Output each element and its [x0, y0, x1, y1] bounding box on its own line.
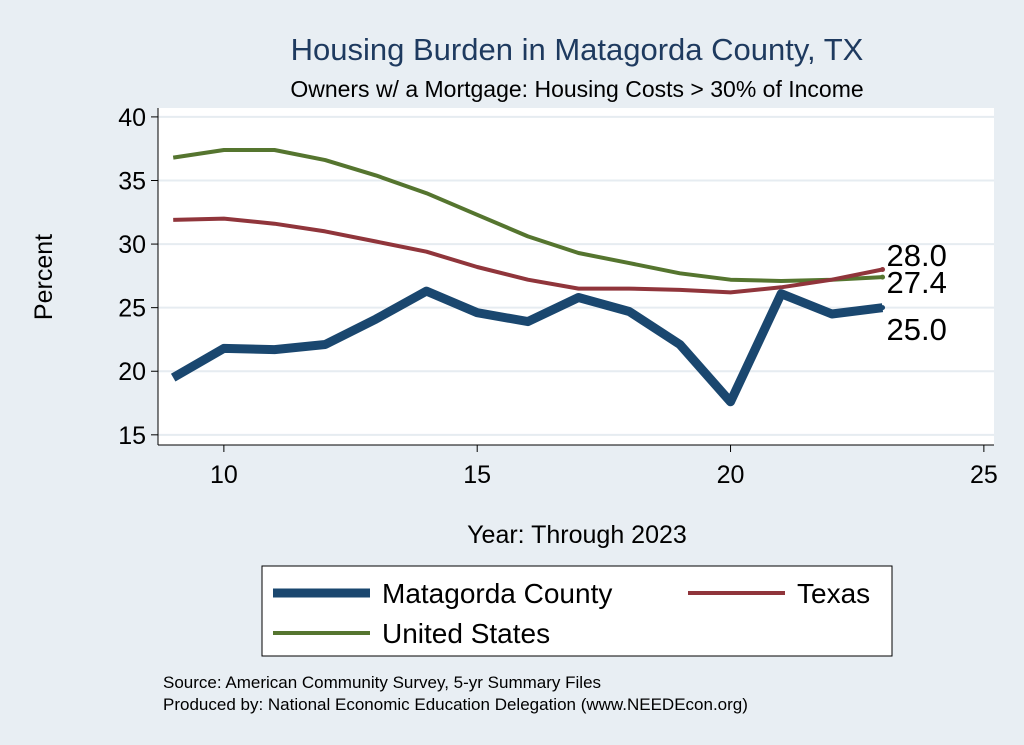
legend-label-texas: Texas	[797, 578, 870, 609]
y-tick-label: 15	[118, 422, 146, 450]
series-end-point-us	[880, 274, 886, 280]
y-tick-label: 40	[118, 104, 146, 132]
x-tick-label: 20	[717, 461, 745, 489]
y-tick-label: 35	[118, 167, 146, 195]
chart-subtitle: Owners w/ a Mortgage: Housing Costs > 30…	[290, 76, 863, 102]
axis-layer: 15 20 25 30 35 40 10 15 20 25	[118, 104, 998, 489]
legend: Matagorda County Texas United States	[261, 565, 893, 657]
produced-by-note: Produced by: National Economic Education…	[163, 695, 748, 714]
series-end-point-texas	[880, 267, 886, 273]
x-tick-label: 15	[463, 461, 491, 489]
end-label-texas: 28.0	[887, 238, 947, 273]
x-axis-title: Year: Through 2023	[467, 521, 687, 549]
series-layer	[170, 148, 886, 407]
legend-box	[261, 565, 893, 657]
x-tick-label: 10	[210, 461, 238, 489]
series-line-texas	[173, 216, 883, 295]
chart-title: Housing Burden in Matagorda County, TX	[291, 32, 864, 67]
x-tick-label: 25	[970, 461, 998, 489]
y-axis-title: Percent	[30, 234, 58, 320]
y-tick-label: 25	[118, 295, 146, 323]
series-line-us	[172, 148, 883, 283]
legend-label-matagorda: Matagorda County	[382, 578, 612, 609]
series-line-matagorda	[170, 286, 884, 407]
y-tick-label: 30	[118, 231, 146, 259]
grid-layer	[158, 115, 994, 436]
end-label-layer: 25.0 28.027.4	[887, 238, 947, 347]
end-label-matagorda: 25.0	[887, 312, 947, 347]
end-label-us: 27.4	[887, 265, 947, 300]
y-tick-label: 20	[118, 358, 146, 386]
source-note: Source: American Community Survey, 5-yr …	[163, 673, 601, 692]
series-end-point-matagorda	[880, 305, 886, 311]
legend-label-us: United States	[382, 618, 550, 649]
